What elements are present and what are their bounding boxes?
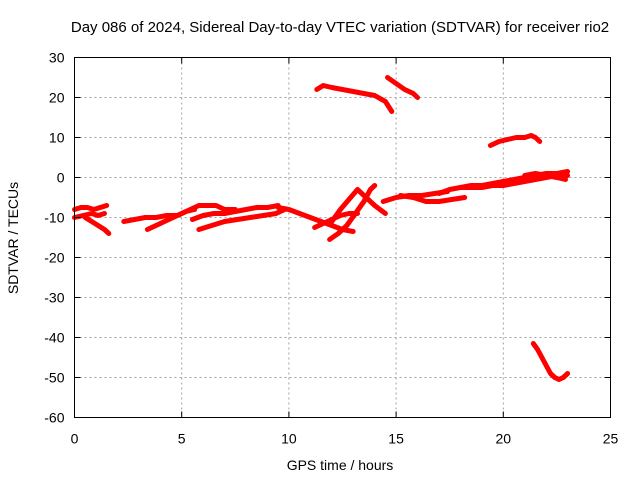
series-layer [72, 75, 571, 382]
x-tick-label: 25 [603, 431, 619, 447]
series-arc-21 [530, 341, 571, 382]
plot-frame [74, 57, 611, 418]
series-arc-10 [329, 187, 388, 224]
y-axis-label: SDTVAR / TECUs [5, 182, 21, 294]
y-tick-label: -20 [44, 250, 64, 266]
y-tick-label: 10 [49, 130, 65, 146]
series-arc-18 [314, 83, 395, 114]
series-arc-2 [72, 211, 107, 220]
y-tick-label: -40 [44, 330, 64, 346]
series-arc-7 [196, 207, 288, 232]
series-arc-13 [397, 193, 468, 204]
y-tick-label: 0 [57, 170, 65, 186]
x-tick-label: 5 [178, 431, 186, 447]
y-tick-label: -50 [44, 370, 64, 386]
series-arc-5 [144, 203, 238, 232]
y-tick-label: -30 [44, 290, 64, 306]
grid-layer [74, 57, 611, 418]
series-arc-17 [522, 171, 568, 182]
series-arc-1 [72, 203, 110, 212]
series-arc-11 [327, 183, 378, 242]
y-tick-label: 30 [49, 50, 65, 66]
y-tick-label: 20 [49, 90, 65, 106]
y-tick-label: -60 [44, 410, 64, 426]
series-arc-6 [189, 203, 281, 222]
chart-title: Day 086 of 2024, Sidereal Day-to-day VTE… [71, 19, 609, 36]
series-arc-20 [487, 133, 543, 148]
x-tick-label: 15 [388, 431, 404, 447]
series-arc-3 [82, 215, 112, 236]
y-tick-label: -10 [44, 210, 64, 226]
x-tick-label: 0 [71, 431, 79, 447]
tick-layer: -60 -50 -40 -30 -20 -10 0 10 20 30 0 5 10 15 20 25 [44, 50, 618, 447]
x-axis-label: GPS time / hours [287, 457, 394, 473]
x-tick-label: 20 [496, 431, 512, 447]
series-arc-19 [385, 75, 420, 100]
x-tick-label: 10 [281, 431, 297, 447]
